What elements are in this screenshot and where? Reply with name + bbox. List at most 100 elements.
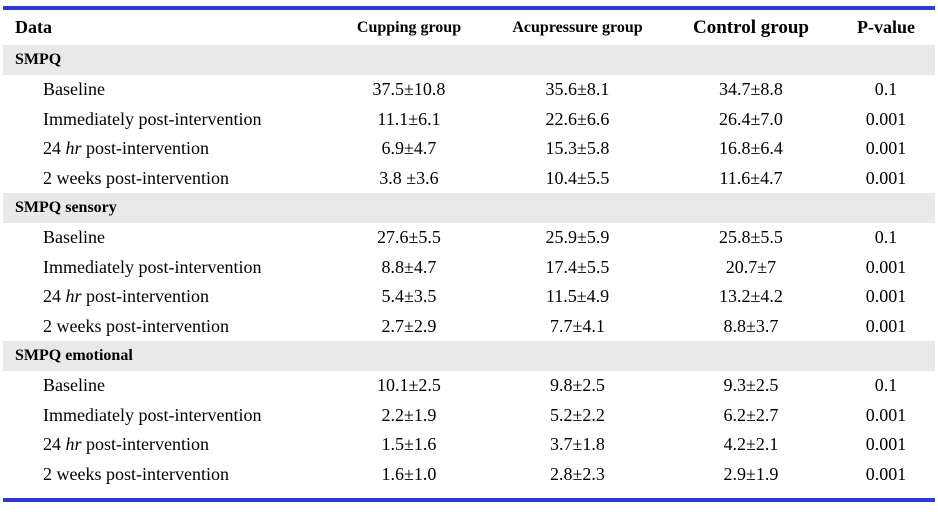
acupressure-value: 35.6±8.1 <box>545 79 610 100</box>
control-value: 26.4±7.0 <box>719 108 783 129</box>
control-value: 25.8±5.5 <box>719 227 783 248</box>
cupping-value: 2.2±1.9 <box>381 404 437 425</box>
row-label-text: 2 weeks post-intervention <box>43 167 229 188</box>
row-label: 24 hr post-intervention <box>3 282 328 312</box>
table-top-rule <box>3 6 935 10</box>
row-label-text: 2 weeks post-intervention <box>43 463 229 484</box>
header-cupping: Cupping group <box>356 18 462 36</box>
row-label: 2 weeks post-intervention <box>3 164 328 194</box>
p-value: 0.1 <box>874 227 898 248</box>
header-p-value: P-value <box>857 17 915 37</box>
row-label: 2 weeks post-intervention <box>3 460 328 490</box>
row-label-text: 24 <box>43 286 66 307</box>
p-value: 0.001 <box>865 315 907 336</box>
control-value: 16.8±6.4 <box>719 138 783 159</box>
row-label-text: Immediately post-intervention <box>43 404 262 425</box>
p-value: 0.001 <box>865 286 907 307</box>
table-row: Baseline 37.5±10.8 35.6±8.1 34.7±8.8 0.1 <box>3 75 935 105</box>
acupressure-value: 22.6±6.6 <box>545 108 610 129</box>
table-row: Immediately post-intervention 2.2±1.9 5.2±… <box>3 401 935 431</box>
table-row: 24 hr post-intervention 5.4±3.5 11.5±4.9 13… <box>3 282 935 312</box>
p-value: 0.001 <box>865 434 907 455</box>
control-value: 11.6±4.7 <box>719 167 783 188</box>
cupping-value: 37.5±10.8 <box>372 79 446 100</box>
acupressure-value: 11.5±4.9 <box>545 286 610 307</box>
row-label-text: 24 <box>43 138 66 159</box>
p-value: 0.001 <box>865 404 907 425</box>
p-value: 0.1 <box>874 79 898 100</box>
control-value: 4.2±2.1 <box>723 434 779 455</box>
row-label-unit: hr <box>65 138 82 159</box>
table-body: SMPQ Baseline 37.5±10.8 35.6±8.1 34.7±8.8 0.1… <box>3 45 935 489</box>
table-row: Immediately post-intervention 8.8±4.7 17.4… <box>3 253 935 283</box>
row-label-text: 2 weeks post-intervention <box>43 315 229 336</box>
row-label-unit: hr <box>65 434 82 455</box>
control-value: 13.2±4.2 <box>719 286 783 307</box>
row-label-text: Immediately post-intervention <box>43 256 262 277</box>
acupressure-value: 25.9±5.9 <box>545 227 610 248</box>
table-bottom-rule <box>3 498 935 502</box>
acupressure-value: 15.3±5.8 <box>545 138 610 159</box>
table-header-row: Data Cupping group Acupressure group Con… <box>3 10 935 45</box>
row-label-text: Baseline <box>43 375 105 396</box>
cupping-value: 1.5±1.6 <box>381 434 437 455</box>
cupping-value: 2.7±2.9 <box>381 315 437 336</box>
header-acupressure: Acupressure group <box>512 18 643 36</box>
section-row: SMPQ sensory <box>3 193 935 223</box>
section-row: SMPQ <box>3 45 935 75</box>
p-value: 0.1 <box>874 375 898 396</box>
header-data: Data <box>15 17 52 37</box>
table-row: 24 hr post-intervention 6.9±4.7 15.3±5.8 16… <box>3 134 935 164</box>
row-label-suffix: post-intervention <box>81 434 209 455</box>
row-label-unit: hr <box>65 286 82 307</box>
table-row: Baseline 27.6±5.5 25.9±5.9 25.8±5.5 0.1 <box>3 223 935 253</box>
acupressure-value: 17.4±5.5 <box>545 256 610 277</box>
cupping-value: 11.1±6.1 <box>377 108 441 129</box>
row-label: Baseline <box>3 371 328 401</box>
table-row: 2 weeks post-intervention 3.8 ±3.6 10.4±5.… <box>3 164 935 194</box>
section-title: SMPQ sensory <box>3 193 935 223</box>
p-value: 0.001 <box>865 108 907 129</box>
p-value: 0.001 <box>865 138 907 159</box>
cupping-value: 10.1±2.5 <box>377 375 441 396</box>
row-label-suffix: post-intervention <box>81 286 209 307</box>
row-label: Baseline <box>3 75 328 105</box>
acupressure-value: 5.2±2.2 <box>550 404 605 425</box>
control-value: 9.3±2.5 <box>723 375 779 396</box>
section-row: SMPQ emotional <box>3 341 935 371</box>
cupping-value: 8.8±4.7 <box>381 256 437 277</box>
table-row: 2 weeks post-intervention 1.6±1.0 2.8±2.3 2… <box>3 460 935 490</box>
cupping-value: 5.4±3.5 <box>381 286 437 307</box>
row-label-text: 24 <box>43 434 66 455</box>
cupping-value: 1.6±1.0 <box>381 463 437 484</box>
row-label-text: Baseline <box>43 227 105 248</box>
acupressure-value: 9.8±2.5 <box>550 375 605 396</box>
row-label: 24 hr post-intervention <box>3 430 328 460</box>
header-control: Control group <box>693 16 809 38</box>
table-row: 2 weeks post-intervention 2.7±2.9 7.7±4.1 8… <box>3 312 935 342</box>
cupping-value: 6.9±4.7 <box>381 138 437 159</box>
cupping-value: 3.8 ±3.6 <box>379 167 439 188</box>
row-label: Immediately post-intervention <box>3 105 328 135</box>
section-title: SMPQ <box>3 45 935 75</box>
acupressure-value: 2.8±2.3 <box>550 463 605 484</box>
row-label: Immediately post-intervention <box>3 401 328 431</box>
control-value: 20.7±7 <box>725 256 777 277</box>
table-row: Immediately post-intervention 11.1±6.1 22.… <box>3 105 935 135</box>
results-table: Data Cupping group Acupressure group Con… <box>3 10 935 489</box>
table-row: Baseline 10.1±2.5 9.8±2.5 9.3±2.5 0.1 <box>3 371 935 401</box>
acupressure-value: 3.7±1.8 <box>550 434 605 455</box>
row-label-text: Baseline <box>43 79 105 100</box>
section-title: SMPQ emotional <box>3 341 935 371</box>
row-label: 2 weeks post-intervention <box>3 312 328 342</box>
acupressure-value: 10.4±5.5 <box>545 167 610 188</box>
control-value: 8.8±3.7 <box>723 315 779 336</box>
acupressure-value: 7.7±4.1 <box>550 315 605 336</box>
row-label: Immediately post-intervention <box>3 253 328 283</box>
p-value: 0.001 <box>865 256 907 277</box>
p-value: 0.001 <box>865 167 907 188</box>
p-value: 0.001 <box>865 463 907 484</box>
row-label: 24 hr post-intervention <box>3 134 328 164</box>
control-value: 34.7±8.8 <box>719 79 783 100</box>
control-value: 2.9±1.9 <box>723 463 779 484</box>
